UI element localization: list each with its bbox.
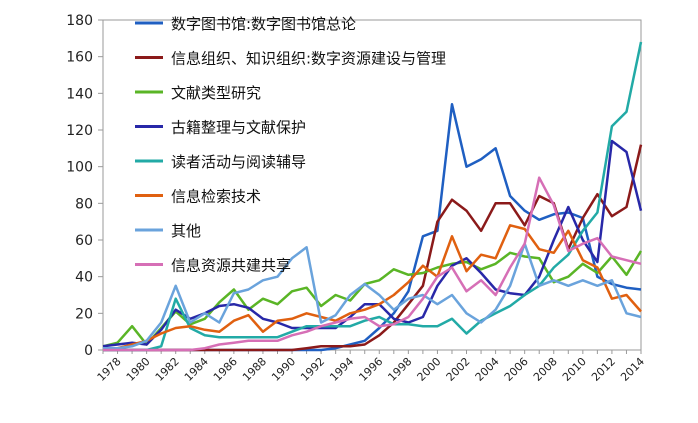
- x-tick-label: 2008: [531, 355, 560, 384]
- x-tick-label: 2004: [473, 355, 502, 384]
- y-tick-label: 60: [75, 233, 93, 249]
- legend-label-7: 其他: [171, 222, 201, 240]
- x-tick-label: 2000: [415, 355, 444, 384]
- legend-label-4: 古籍整理与文献保护: [171, 119, 306, 137]
- series-line-4: [102, 139, 643, 348]
- x-tick-label: 1980: [124, 355, 153, 384]
- x-tick-label: 1984: [182, 355, 211, 384]
- series-line-5: [103, 41, 643, 352]
- legend: 数字图书馆:数字图书馆总论信息组织、知识组织:数字资源建设与管理文献类型研究古籍…: [135, 15, 446, 275]
- x-tick-label: 1990: [269, 355, 298, 384]
- x-tick-label: 1998: [385, 355, 414, 384]
- y-tick-label: 40: [75, 270, 93, 286]
- legend-label-8: 信息资源共建共享: [171, 257, 291, 275]
- x-tick-label: 1988: [240, 355, 269, 384]
- x-tick-label: 1982: [153, 355, 182, 384]
- y-tick-label: 160: [66, 50, 93, 66]
- series-line-6: [103, 224, 642, 350]
- y-tick-label: 140: [66, 86, 93, 102]
- series-line-3: [102, 250, 643, 348]
- x-tick-label: 2012: [589, 355, 618, 384]
- axes: 0 20 40 60 80 100 120 140 160 180 1978 1980 1982 1984…: [66, 13, 647, 384]
- y-tick-label: 100: [66, 160, 93, 176]
- legend-label-5: 读者活动与阅读辅导: [171, 153, 306, 171]
- series-line-8: [103, 176, 642, 352]
- x-tick-label: 1978: [95, 355, 124, 384]
- series-lines: [102, 41, 643, 352]
- legend-label-6: 信息检索技术: [171, 188, 261, 206]
- x-tick-label: 2006: [502, 355, 531, 384]
- x-tick-label: 1996: [356, 355, 385, 384]
- x-tick-label: 2010: [560, 355, 589, 384]
- y-tick-label: 120: [66, 123, 93, 139]
- legend-label-3: 文献类型研究: [171, 84, 261, 102]
- x-tick-label: 1986: [211, 355, 240, 384]
- x-tick-label: 1992: [298, 355, 327, 384]
- x-tick-label: 2014: [618, 355, 647, 384]
- plot-area-border: [102, 19, 642, 351]
- y-tick-label: 20: [75, 306, 93, 322]
- x-tick-label: 2002: [444, 355, 473, 384]
- y-tick-label: 0: [84, 343, 93, 359]
- y-tick-label: 80: [75, 196, 93, 212]
- x-tick-label: 1994: [327, 355, 356, 384]
- y-tick-label: 180: [66, 13, 93, 29]
- legend-label-2: 信息组织、知识组织:数字资源建设与管理: [171, 50, 446, 68]
- series-line-7: [103, 242, 642, 350]
- legend-label-1: 数字图书馆:数字图书馆总论: [171, 15, 356, 33]
